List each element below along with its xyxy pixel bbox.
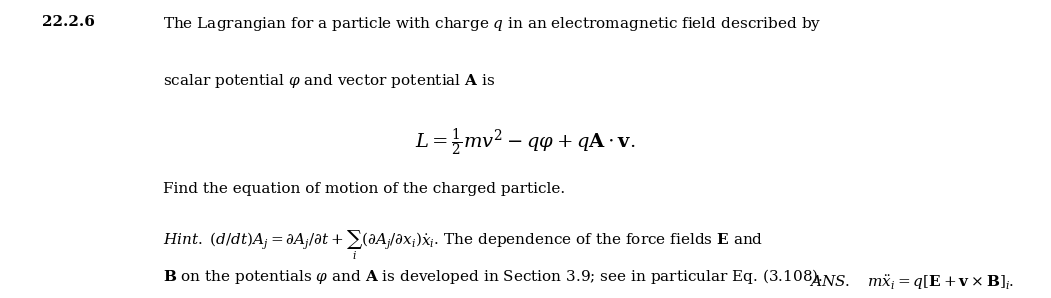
Text: $L = \frac{1}{2}mv^2 - q\varphi + q\mathbf{A} \cdot \mathbf{v}.$: $L = \frac{1}{2}mv^2 - q\varphi + q\math… — [415, 127, 636, 159]
Text: The Lagrangian for a particle with charge $q$ in an electromagnetic field descri: The Lagrangian for a particle with charg… — [163, 15, 822, 33]
Text: $\it{ANS.}$   $m\ddot{x}_i = q[\mathbf{E} + \mathbf{v} \times \mathbf{B}]_i.$: $\it{ANS.}$ $m\ddot{x}_i = q[\mathbf{E} … — [809, 273, 1014, 292]
Text: 22.2.6: 22.2.6 — [42, 15, 95, 29]
Text: Find the equation of motion of the charged particle.: Find the equation of motion of the charg… — [163, 182, 565, 196]
Text: scalar potential $\varphi$ and vector potential $\mathbf{A}$ is: scalar potential $\varphi$ and vector po… — [163, 72, 495, 89]
Text: $\mathbf{B}$ on the potentials $\varphi$ and $\mathbf{A}$ is developed in Sectio: $\mathbf{B}$ on the potentials $\varphi$… — [163, 267, 823, 286]
Text: $\it{Hint.}$ $(d/dt)A_j = \partial A_j/\partial t + \sum_i(\partial A_j/\partial: $\it{Hint.}$ $(d/dt)A_j = \partial A_j/\… — [163, 228, 763, 262]
